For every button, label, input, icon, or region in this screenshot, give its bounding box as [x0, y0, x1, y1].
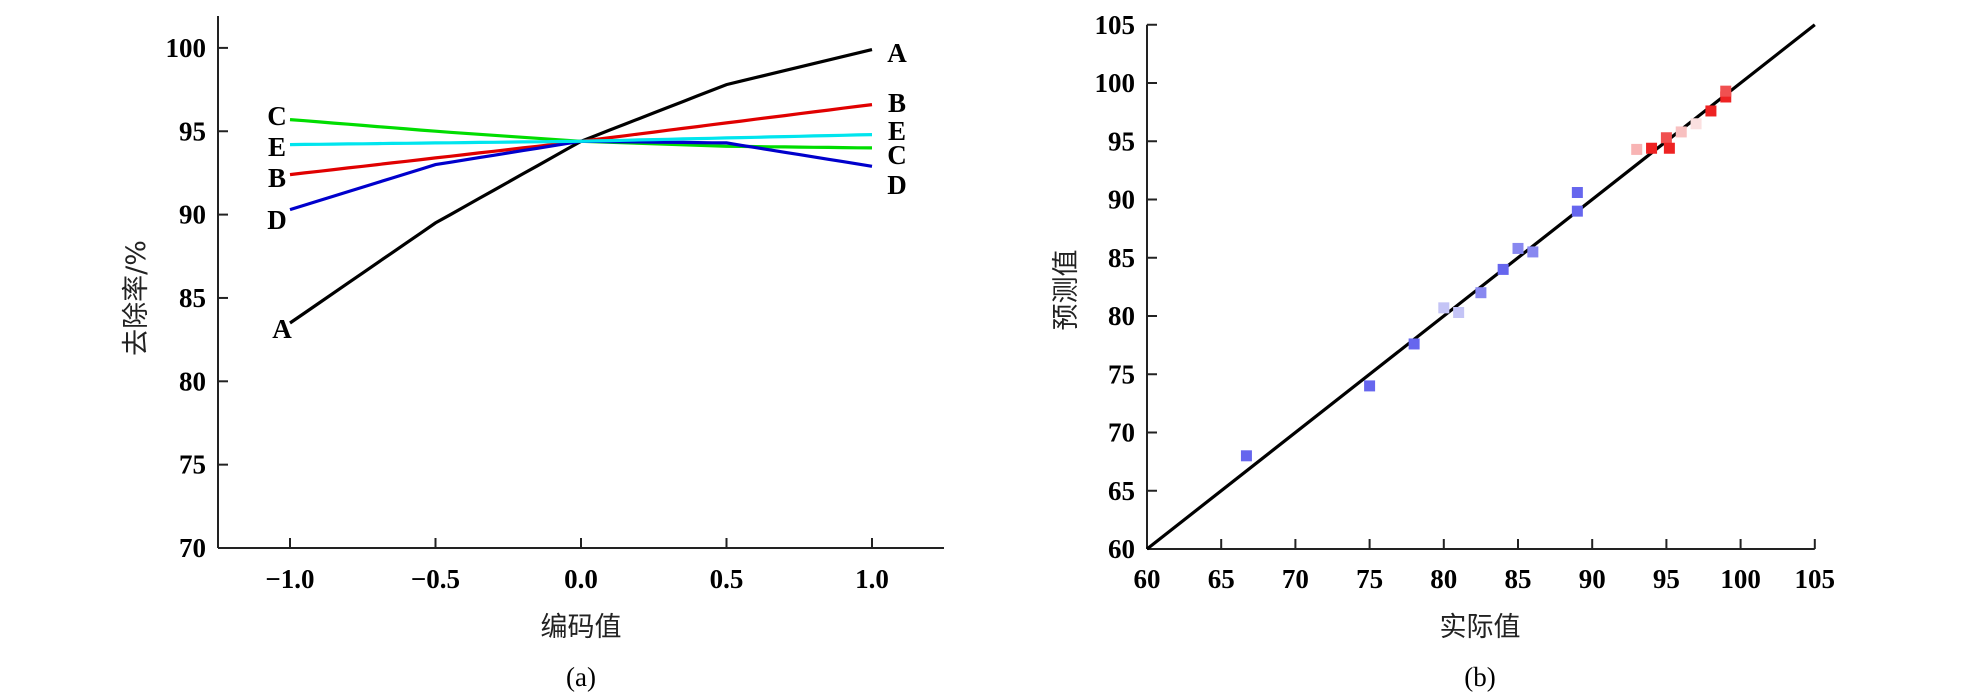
panel-b-fit-line [1146, 23, 1816, 551]
y-tick-label: 85 [179, 283, 206, 313]
x-tick-label: 65 [1208, 564, 1235, 594]
series-line-E [289, 133, 873, 147]
data-point [1408, 338, 1420, 350]
x-tick-label: 70 [1282, 564, 1309, 594]
data-point [1475, 287, 1487, 299]
y-tick-label: 80 [1108, 301, 1135, 331]
data-point [1240, 450, 1252, 462]
data-point [1453, 307, 1465, 319]
x-tick-label: 95 [1653, 564, 1680, 594]
panel-a-ylabel: 去除率/% [121, 240, 152, 356]
y-tick-label: 100 [1095, 68, 1136, 98]
y-tick-label: 70 [1108, 418, 1135, 448]
data-point [1571, 187, 1583, 199]
data-point [1675, 126, 1687, 138]
data-point [1571, 205, 1583, 217]
y-tick-label: 70 [179, 533, 206, 563]
panel-b-points [1240, 85, 1732, 462]
data-point [1631, 143, 1643, 155]
series-line-D [289, 139, 873, 212]
x-tick-label: −0.5 [411, 564, 460, 594]
y-tick-label: 90 [1108, 185, 1135, 215]
y-tick-label: 75 [179, 450, 206, 480]
curve-label-right-A: A [887, 38, 907, 68]
y-tick-label: 100 [166, 33, 207, 63]
y-tick-label: 85 [1108, 243, 1135, 273]
curve-label-right-B: B [888, 88, 906, 118]
curve-label-left-D: D [267, 205, 287, 235]
data-point [1720, 85, 1732, 97]
y-tick-label: 65 [1108, 476, 1135, 506]
panel-a-axes: 70 75 80 85 90 95 100 −1.0 −0.5 0.0 0.5 1.0 [166, 16, 944, 594]
data-point [1438, 302, 1450, 314]
panel-a-xlabel: 编码值 [541, 612, 622, 643]
y-tick-label: 105 [1095, 10, 1136, 40]
data-point [1663, 142, 1675, 154]
data-point [1705, 105, 1717, 117]
x-tick-label: 1.0 [855, 564, 889, 594]
curve-label-left-A: A [272, 314, 292, 344]
data-point [1690, 118, 1702, 130]
x-tick-label: 90 [1579, 564, 1606, 594]
data-point [1660, 132, 1672, 144]
curve-label-left-B: B [268, 163, 286, 193]
curve-label-right-D: D [887, 170, 907, 200]
x-tick-label: 75 [1356, 564, 1383, 594]
y-tick-label: 95 [179, 116, 206, 146]
curve-label-left-C: C [267, 101, 287, 131]
panel-a-lines [289, 48, 873, 325]
panel-b-xlabel: 实际值 [1440, 612, 1521, 643]
panel-b-axes: 60 65 70 75 80 85 90 95 100 105 60 65 70 75 80 85 90 95 10… [1095, 10, 1836, 594]
data-point [1646, 142, 1658, 154]
panel-a-caption: (a) [566, 662, 596, 692]
x-tick-label: 60 [1134, 564, 1161, 594]
y-tick-label: 80 [179, 366, 206, 396]
x-tick-label: 0.0 [564, 564, 598, 594]
curve-label-right-E: E [888, 116, 906, 146]
x-tick-label: 100 [1720, 564, 1761, 594]
y-tick-label: 75 [1108, 359, 1135, 389]
curve-label-right-C: C [887, 140, 907, 170]
panel-b-chart: 60 65 70 75 80 85 90 95 100 105 60 65 70 75 80 85 90 95 10… [1051, 10, 1835, 692]
data-point [1497, 263, 1509, 275]
series-line-A [289, 48, 873, 325]
fit-line [1146, 23, 1816, 551]
y-tick-label: 60 [1108, 534, 1135, 564]
x-tick-label: 85 [1505, 564, 1532, 594]
curve-label-left-E: E [268, 132, 286, 162]
data-point [1720, 91, 1732, 103]
x-tick-label: 0.5 [710, 564, 744, 594]
x-tick-label: 80 [1430, 564, 1457, 594]
data-point [1527, 246, 1539, 258]
y-tick-label: 95 [1108, 126, 1135, 156]
data-point [1512, 242, 1524, 254]
panel-b-ylabel: 预测值 [1051, 250, 1082, 331]
x-tick-label: 105 [1795, 564, 1836, 594]
panel-b-caption: (b) [1464, 662, 1495, 692]
y-tick-label: 90 [179, 200, 206, 230]
x-tick-label: −1.0 [265, 564, 314, 594]
data-point [1364, 380, 1376, 392]
